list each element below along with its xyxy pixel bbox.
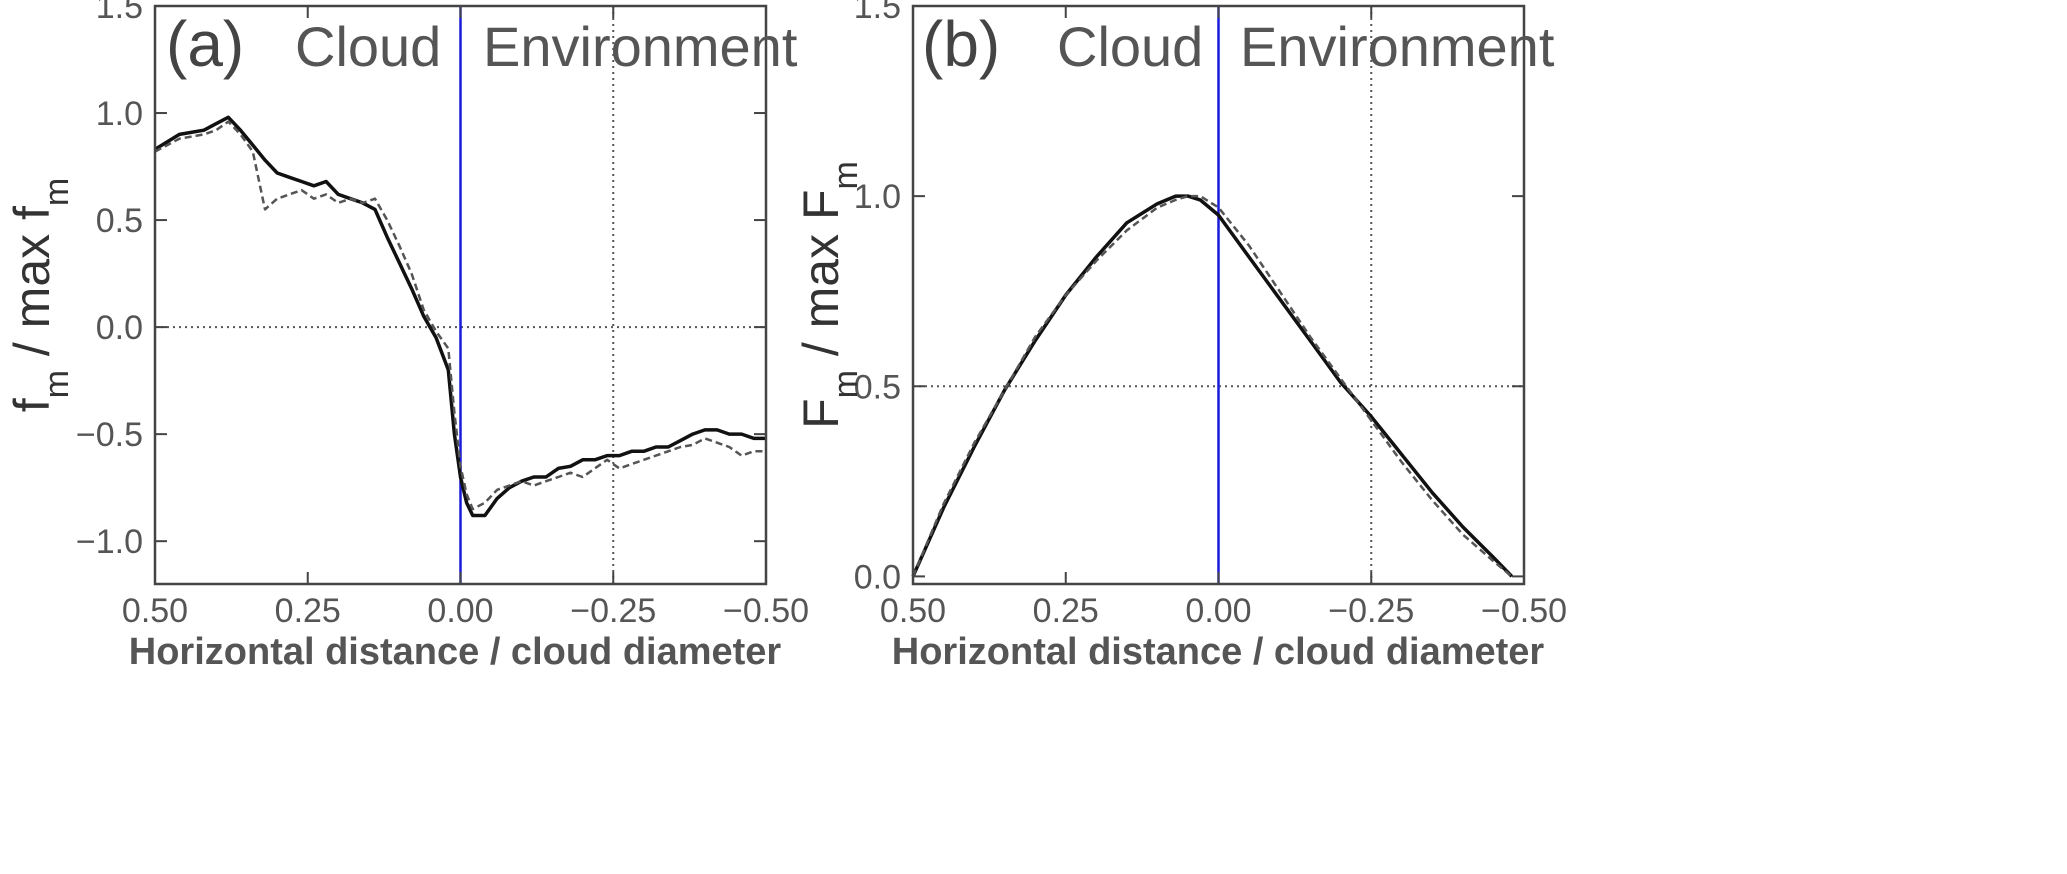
series-line-dashed: [911, 194, 1513, 578]
y-tick-label: −1.0: [76, 523, 143, 561]
y-label-sub2: m: [827, 161, 865, 189]
y-tick-label: −0.5: [76, 416, 143, 454]
y-label-middle: / max F: [793, 189, 849, 370]
series-line-solid: [154, 115, 766, 518]
y-tick-label: 1.5: [854, 0, 901, 26]
y-tick-label: 1.5: [96, 0, 143, 26]
x-tick-label: 0.25: [1033, 592, 1099, 630]
region-label-cloud: Cloud: [295, 15, 441, 78]
x-tick-label: 0.50: [880, 592, 946, 630]
x-tick-label: −0.50: [1481, 592, 1567, 630]
y-label-main: F: [793, 398, 849, 429]
x-axis-label: Horizontal distance / cloud diameter: [892, 631, 1545, 673]
axis-ticks: 0.50 0.25 0.00 −0.25 −0.50 −1.0 −0.5 0.0 0.5 1.0 1…: [76, 0, 809, 630]
panel-letter: (b): [922, 8, 1000, 80]
y-tick-label: 1.0: [854, 178, 901, 216]
y-tick-label: 0.5: [96, 202, 143, 240]
panel-b: 0.50 0.25 0.00 −0.25 −0.50 0.0 0.5 1.0 1.5 (b) C…: [793, 0, 1567, 673]
y-tick-label: 0.0: [854, 558, 901, 596]
series-lines: [911, 194, 1514, 578]
series-line-solid: [911, 194, 1514, 578]
x-tick-label: 0.25: [275, 592, 341, 630]
x-tick-label: 0.00: [1185, 592, 1251, 630]
x-tick-label: −0.25: [1328, 592, 1414, 630]
x-tick-label: −0.50: [723, 592, 809, 630]
y-label-middle: / max f: [4, 206, 60, 370]
axis-ticks: 0.50 0.25 0.00 −0.25 −0.50 0.0 0.5 1.0 1.5: [854, 0, 1567, 630]
x-tick-label: −0.25: [570, 592, 656, 630]
y-label-sub: m: [827, 370, 865, 398]
reference-lines: [155, 6, 766, 584]
region-label-cloud: Cloud: [1057, 15, 1203, 78]
panel-a: 0.50 0.25 0.00 −0.25 −0.50 −1.0 −0.5 0.0 0.5 1.0 1…: [4, 0, 809, 673]
x-tick-label: 0.50: [122, 592, 188, 630]
region-label-environment: Environment: [1240, 15, 1555, 78]
y-label-sub2: m: [38, 178, 76, 206]
y-tick-label: 0.5: [854, 368, 901, 406]
reference-lines: [913, 6, 1524, 584]
y-axis-label: Fm / max Fm: [793, 161, 865, 429]
panel-letter: (a): [166, 8, 244, 80]
x-tick-label: 0.00: [427, 592, 493, 630]
x-axis-label: Horizontal distance / cloud diameter: [129, 631, 782, 673]
y-label-main: f: [4, 398, 60, 412]
y-label-sub: m: [38, 370, 76, 398]
series-lines: [154, 115, 766, 518]
y-tick-label: 0.0: [96, 309, 143, 347]
y-tick-label: 1.0: [96, 95, 143, 133]
series-line-dashed: [154, 120, 766, 511]
y-axis-label: fm / max fm: [4, 178, 76, 412]
region-label-environment: Environment: [483, 15, 798, 78]
